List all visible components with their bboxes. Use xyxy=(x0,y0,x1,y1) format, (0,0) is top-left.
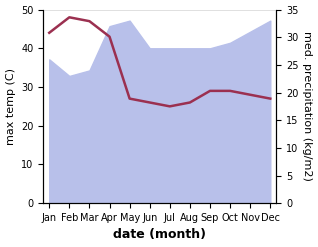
Y-axis label: med. precipitation (kg/m2): med. precipitation (kg/m2) xyxy=(302,31,313,181)
Y-axis label: max temp (C): max temp (C) xyxy=(5,68,16,145)
X-axis label: date (month): date (month) xyxy=(113,228,206,242)
